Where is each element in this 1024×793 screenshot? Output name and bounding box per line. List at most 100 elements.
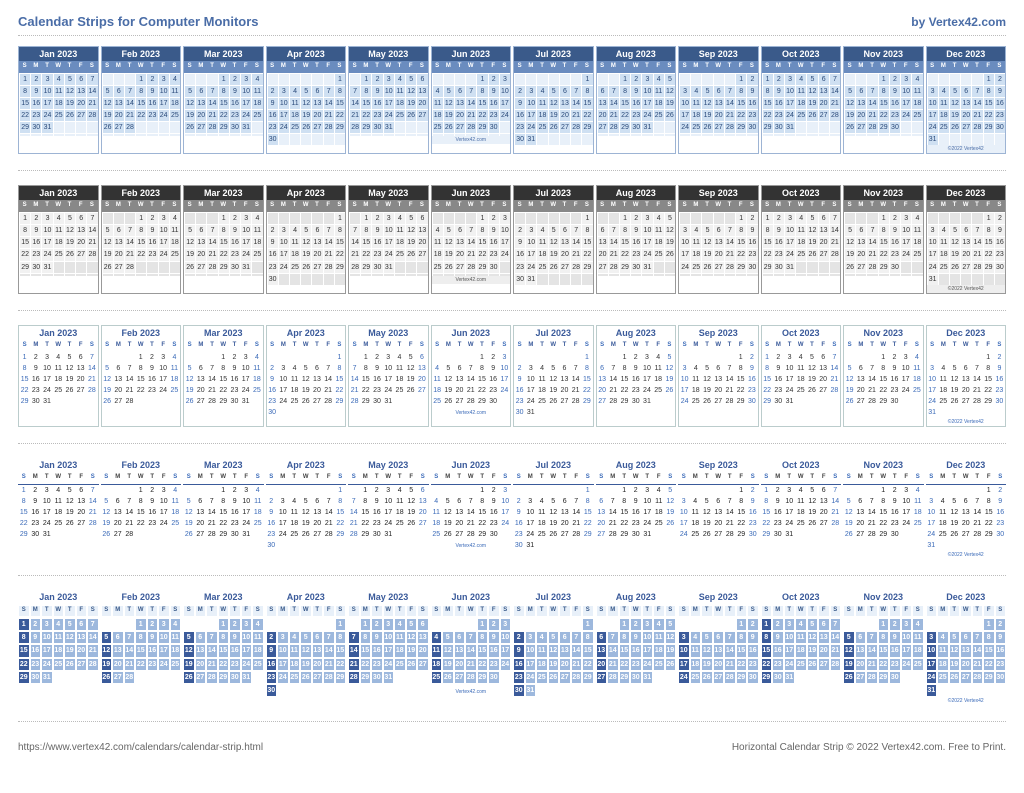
month-block: Mar 2023SMTWTFS1234567891011121314151617… xyxy=(183,458,264,559)
week-row: 3456789 xyxy=(927,363,1006,374)
week-row: 17181920212223 xyxy=(679,109,758,121)
week-row: 891011121314 xyxy=(761,496,842,507)
week-row: 78910111213 xyxy=(349,85,428,97)
week-row: 28293031 xyxy=(348,529,429,540)
week-row: 9101112131415 xyxy=(266,644,347,657)
week-row: 1234 xyxy=(184,352,263,363)
month-title: Aug 2023 xyxy=(597,47,676,61)
day-of-week-row: SMTWTFS xyxy=(844,340,923,352)
week-row: 11121314151617 xyxy=(432,236,511,248)
month-block: Nov 2023SMTWTFS1234567891011121314151617… xyxy=(843,590,924,704)
month-block: Mar 2023SMTWTFS1234567891011121314151617… xyxy=(183,325,264,427)
month-block: Sep 2023SMTWTFS1234567891011121314151617… xyxy=(678,185,759,293)
month-block: Nov 2023SMTWTFS1234567891011121314151617… xyxy=(843,185,924,293)
week-row: 12131415161718 xyxy=(101,507,182,518)
day-of-week-row: SMTWTFS xyxy=(513,604,594,618)
week-row: 19202122232425 xyxy=(843,518,924,529)
week-row: 12 xyxy=(679,352,758,363)
week-row: 15161718192021 xyxy=(762,97,841,109)
week-row: 1234567 xyxy=(762,212,841,224)
calendar-strip: Jan 2023SMTWTFS1234567891011121314151617… xyxy=(18,325,1006,427)
week-row: 1234 xyxy=(183,485,264,496)
day-of-week-row: SMTWTFS xyxy=(348,472,429,485)
week-row: 31 xyxy=(927,273,1006,285)
calendar-strip: Jan 2023SMTWTFS1234567891011121314151617… xyxy=(18,458,1006,559)
week-row: 567891011 xyxy=(844,363,923,374)
month-block: Apr 2023SMTWTFS1234567891011121314151617… xyxy=(266,185,347,293)
week-row: 567891011 xyxy=(184,363,263,374)
day-of-week-row: SMTWTFS xyxy=(184,200,263,212)
week-row: 45678910 xyxy=(432,363,511,374)
week-row: 24252627282930 xyxy=(678,529,759,540)
month-block: Feb 2023SMTWTFS1234567891011121314151617… xyxy=(101,590,182,704)
week-row: 1234567 xyxy=(18,618,99,631)
day-of-week-row: SMTWTFS xyxy=(843,472,924,485)
month-title: Jun 2023 xyxy=(432,47,511,61)
week-row: 21222324252627 xyxy=(349,109,428,121)
week-row: 21222324252627 xyxy=(348,658,429,671)
week-row: 31 xyxy=(927,133,1006,145)
week-row: 20212223242526 xyxy=(596,658,677,671)
week-row xyxy=(349,407,428,409)
week-row: 12131415161718 xyxy=(184,97,263,109)
week-row: 1234 xyxy=(844,352,923,363)
calendar-strip: Jan 2023SMTWTFS1234567891011121314151617… xyxy=(18,590,1006,704)
week-row: 19202122232425 xyxy=(183,658,264,671)
week-row xyxy=(101,540,182,542)
calendar-strip-s2: Jan 2023SMTWTFS1234567891011121314151617… xyxy=(18,185,1006,310)
week-row: 12131415161718 xyxy=(101,644,182,657)
week-row: 2627282930 xyxy=(844,261,923,273)
month-title: Nov 2023 xyxy=(843,458,924,472)
week-row: 12 xyxy=(678,618,759,631)
month-title: Oct 2023 xyxy=(761,590,842,604)
week-row: 19202122232425 xyxy=(184,385,263,396)
week-row: 30 xyxy=(267,133,346,145)
week-row: 3456789 xyxy=(927,224,1006,236)
week-row: 12345 xyxy=(597,73,676,85)
week-row: 262728 xyxy=(102,121,181,133)
month-title: Sep 2023 xyxy=(678,590,759,604)
month-block: Jul 2023SMTWTFS1234567891011121314151617… xyxy=(513,185,594,293)
week-row: 15161718192021 xyxy=(18,644,99,657)
month-title: Nov 2023 xyxy=(844,326,923,340)
week-row: 3456789 xyxy=(679,224,758,236)
week-row: 23242526272829 xyxy=(266,671,347,684)
week-row: 891011121314 xyxy=(19,224,98,236)
week-row: 19202122232425 xyxy=(184,248,263,260)
month-title: Sep 2023 xyxy=(679,47,758,61)
week-row: 16171819202122 xyxy=(267,248,346,260)
week-row: 19202122232425 xyxy=(844,248,923,260)
week-row: 45678910 xyxy=(431,496,512,507)
week-row: 2345678 xyxy=(266,496,347,507)
week-row: 19202122232425 xyxy=(101,658,182,671)
day-of-week-row: SMTWTFS xyxy=(266,604,347,618)
day-of-week-row: SMTWTFS xyxy=(927,200,1006,212)
week-row xyxy=(431,540,512,542)
day-of-week-row: SMTWTFS xyxy=(514,340,593,352)
day-of-week-row: SMTWTFS xyxy=(927,61,1006,73)
week-row: 22232425262728 xyxy=(19,248,98,260)
week-row xyxy=(432,133,511,136)
week-row: 45678910 xyxy=(431,631,512,644)
week-row: 262728293031 xyxy=(184,261,263,273)
week-row: 1234567 xyxy=(761,485,842,496)
week-row: 567891011 xyxy=(102,224,181,236)
month-block: Aug 2023SMTWTFS1234567891011121314151617… xyxy=(596,325,677,427)
week-row: 1234567 xyxy=(761,618,842,631)
copyright-text: ©2022 Vertex42 xyxy=(927,145,1006,153)
month-title: Dec 2023 xyxy=(927,326,1006,340)
day-of-week-row: SMTWTFS xyxy=(843,604,924,618)
week-row: 2728293031 xyxy=(597,396,676,407)
month-title: Apr 2023 xyxy=(267,47,346,61)
week-row: 567891011 xyxy=(843,631,924,644)
week-row: 11121314151617 xyxy=(432,97,511,109)
day-of-week-row: SMTWTFS xyxy=(761,472,842,485)
month-title: Sep 2023 xyxy=(679,186,758,200)
copyright-text: ©2022 Vertex42 xyxy=(927,285,1006,293)
week-row xyxy=(184,133,263,136)
week-row: 13141516171819 xyxy=(596,507,677,518)
week-row: 3031 xyxy=(514,407,593,418)
week-row: 16171819202122 xyxy=(266,658,347,671)
calendar-strip: Jan 2023SMTWTFS1234567891011121314151617… xyxy=(18,46,1006,154)
week-row: 1234 xyxy=(184,212,263,224)
